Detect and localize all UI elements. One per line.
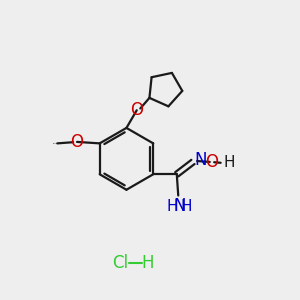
Text: H: H [167, 199, 178, 214]
Text: N: N [173, 197, 186, 215]
Text: O: O [205, 153, 218, 171]
Text: H: H [223, 155, 235, 170]
Text: O: O [130, 101, 143, 119]
Text: N: N [194, 152, 207, 169]
Text: O: O [70, 133, 83, 151]
Text: H: H [141, 254, 154, 272]
Text: Cl: Cl [112, 254, 129, 272]
Text: methyl: methyl [52, 143, 57, 144]
Text: H: H [181, 199, 192, 214]
